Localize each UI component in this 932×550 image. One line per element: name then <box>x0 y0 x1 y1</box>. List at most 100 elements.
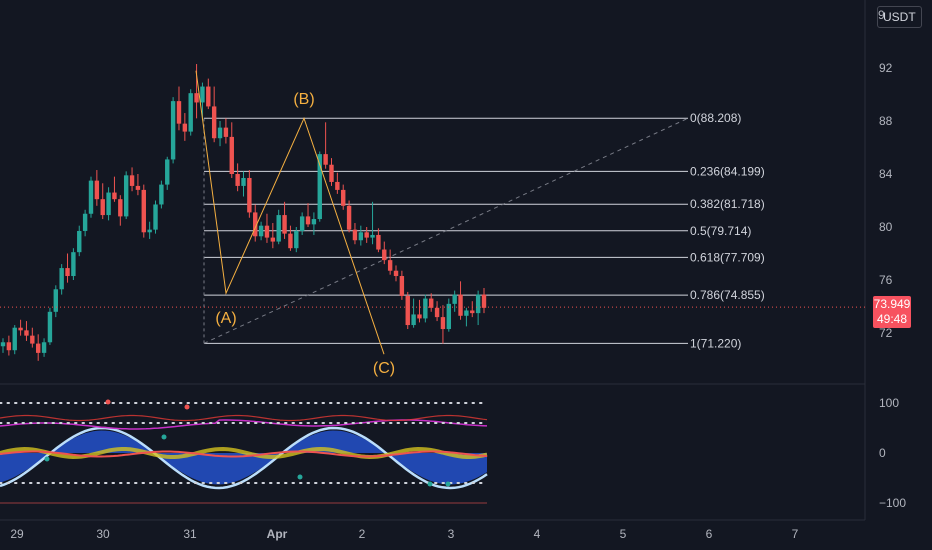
fib-level-label: 0.5(79.714) <box>690 224 751 238</box>
oscillator-line <box>0 426 488 490</box>
oscillator-signal-dot <box>161 434 167 440</box>
candle-body <box>417 314 422 319</box>
candle-body <box>241 177 246 186</box>
candle-body <box>358 232 364 241</box>
candle-body <box>475 294 481 314</box>
candle-body <box>429 298 434 308</box>
candle-body <box>399 276 405 296</box>
price-tick-label: 80 <box>879 220 893 234</box>
candle-body <box>253 212 258 237</box>
candle-body <box>470 310 475 314</box>
time-tick-label: 3 <box>448 527 455 541</box>
candle-body <box>446 303 452 330</box>
candle-body <box>264 225 270 238</box>
candle-body <box>411 314 416 326</box>
time-tick-label: 30 <box>96 527 110 541</box>
candle-body <box>12 327 17 351</box>
fib-level-label: 0(88.208) <box>690 111 741 125</box>
time-tick-label: 4 <box>534 527 541 541</box>
fibonacci-retracement[interactable]: 0(88.208) 0.236(84.199) 0.382(81.718) 0.5(7… <box>203 111 765 350</box>
candle-body <box>305 216 311 225</box>
candle-body <box>370 234 375 238</box>
candle-body <box>335 181 340 190</box>
candle-body <box>59 268 64 290</box>
wave-label: (A) <box>215 310 236 327</box>
price-axis[interactable]: 92 88 84 80 76 72 100 0 −100 <box>879 61 906 510</box>
candle-body <box>464 310 469 316</box>
candle-body <box>71 252 76 277</box>
candle-body <box>88 180 94 214</box>
candle-body <box>434 307 440 318</box>
oscillator-tick-label: 0 <box>879 446 886 460</box>
oscillator-signal-dot <box>427 481 433 487</box>
candle-body <box>35 343 41 353</box>
candle-body <box>311 219 317 225</box>
candle-body <box>118 199 123 217</box>
candle-body <box>440 317 446 330</box>
oscillator-red-line <box>0 450 488 458</box>
oscillator-signal-dot <box>105 399 111 405</box>
candle-body <box>452 294 457 304</box>
fib-level-label: 0.618(77.709) <box>690 250 765 264</box>
currency-selector[interactable]: USDT <box>877 6 922 28</box>
oscillator-tick-label: −100 <box>879 496 906 510</box>
time-tick-label: 7 <box>792 527 799 541</box>
candle-body <box>229 136 234 174</box>
candle-body <box>323 154 328 165</box>
candle-body <box>317 154 322 220</box>
candle-body <box>211 106 217 139</box>
candle-body <box>341 189 346 206</box>
fib-level-label: 0.786(74.855) <box>690 288 765 302</box>
last-price-badge: 73.949 49:48 <box>873 296 911 328</box>
candle-body <box>364 232 369 238</box>
candle-body <box>393 270 399 277</box>
candle-body <box>352 229 358 241</box>
candle-body <box>329 164 334 182</box>
candle-body <box>423 298 428 319</box>
candle-body <box>376 234 381 250</box>
candle-body <box>135 185 141 190</box>
candle-body <box>405 295 410 326</box>
candle-body <box>123 175 129 217</box>
candle-body <box>129 175 135 186</box>
candle-body <box>176 101 182 124</box>
candle-body <box>258 225 264 237</box>
candle-body <box>247 177 252 213</box>
oscillator-signal-dot <box>297 474 303 480</box>
candle-body <box>18 327 23 331</box>
candle-body <box>206 86 211 107</box>
wave-label: (C) <box>373 360 395 377</box>
candle-body <box>165 159 170 185</box>
candle-body <box>100 199 105 216</box>
candle-body <box>112 192 117 200</box>
time-axis[interactable]: 29 30 31 Apr 2 3 4 5 6 7 <box>10 527 798 541</box>
oscillator-pane <box>0 399 488 504</box>
candle-body <box>159 184 164 205</box>
candle-body <box>153 204 158 230</box>
candle-body <box>276 215 281 242</box>
oscillator-signal-dot <box>445 481 451 487</box>
fib-level-label: 1(71.220) <box>690 336 741 350</box>
price-axis-top-label: 9 <box>878 8 885 22</box>
candle-body <box>299 216 305 231</box>
candle-body <box>147 229 152 233</box>
candle-body <box>458 294 463 316</box>
candle-body <box>382 249 387 261</box>
oscillator-magenta-line <box>0 419 488 430</box>
candle-body <box>94 180 100 200</box>
elliott-wave-abc[interactable]: (A) (B) (C) <box>195 70 395 377</box>
bar-countdown: 49:48 <box>876 312 908 326</box>
candle-body <box>481 294 487 308</box>
candle-body <box>47 311 53 343</box>
last-price-value: 73.949 <box>873 297 911 311</box>
candle-body <box>53 289 58 312</box>
candlestick-series <box>0 64 865 361</box>
candle-body <box>270 237 276 242</box>
price-tick-label: 84 <box>879 167 893 181</box>
candle-body <box>82 213 88 231</box>
candle-body <box>77 230 82 253</box>
wave-path <box>195 70 385 355</box>
wave-label: (B) <box>293 91 314 108</box>
oscillator-upper-red <box>0 414 488 422</box>
